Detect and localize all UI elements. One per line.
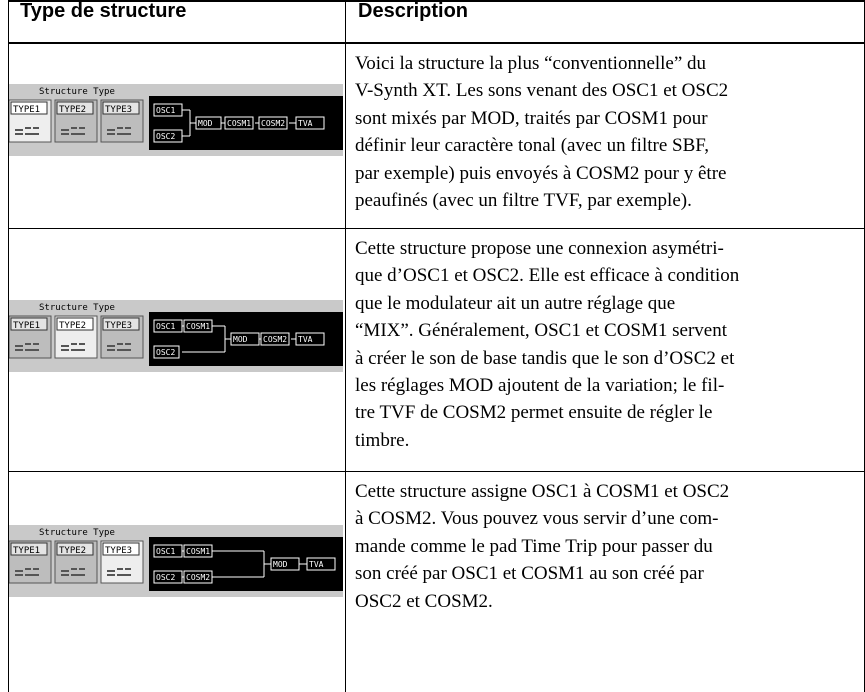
tab-title (56, 317, 94, 331)
block (183, 544, 213, 558)
icon (107, 568, 131, 576)
label: Structure Type (39, 303, 115, 313)
description: Voici la structure la plus “conventionne… (355, 50, 728, 214)
text-line: tre TVF de COSM2 permet ensuite de régle… (355, 402, 713, 424)
description: Cette structure assigne OSC1 à COSM1 et … (355, 478, 729, 615)
block (260, 332, 290, 346)
block (295, 332, 325, 346)
block (153, 103, 183, 117)
text-line: à COSM2. Vous pouvez vous servir d’une c… (355, 508, 719, 530)
block (306, 557, 336, 571)
icon (61, 568, 85, 576)
tab-label: TYPE1 (13, 105, 40, 115)
block (183, 570, 213, 584)
tab-label: TYPE3 (105, 321, 132, 331)
icon (107, 127, 131, 135)
icon (15, 568, 39, 576)
icon (15, 343, 39, 351)
text-line: peaufinés (avec un filtre TVF, par exemp… (355, 190, 692, 212)
block-label: MOD (233, 335, 248, 344)
block-label: COSM2 (261, 119, 285, 128)
block-label: COSM2 (186, 573, 210, 582)
text-line: V-Synth XT. Les sons venant des OSC1 et … (355, 80, 729, 102)
block-label: TVA (298, 335, 313, 344)
header-cell: Type de structure (20, 0, 187, 22)
text-line: définir leur caractère tonal (avec un fi… (355, 135, 710, 157)
rule (8, 42, 865, 44)
tab-title (102, 317, 140, 331)
block-label: OSC2 (156, 348, 175, 357)
block-label: MOD (198, 119, 213, 128)
structure-image: Structure Type TYPE1 TYPE2 TYPE3 OSC1 COSM1 OS… (9, 300, 343, 372)
text-line: OSC2 et COSM2. (355, 590, 493, 612)
tab-label: TYPE2 (59, 546, 86, 556)
block (153, 570, 183, 584)
rule (8, 0, 865, 2)
text-line: les réglages MOD ajoutent de la variatio… (355, 375, 725, 397)
header-cell: Description (358, 0, 469, 22)
tab-label: TYPE3 (105, 546, 132, 556)
text-line: “MIX”. Généralement, OSC1 et COSM1 serve… (355, 320, 728, 342)
tab-label: TYPE1 (13, 546, 40, 556)
block-label: OSC1 (156, 322, 175, 331)
tab-title (56, 101, 94, 115)
block-label: TVA (298, 119, 313, 128)
tab-label: TYPE3 (105, 105, 132, 115)
icon (107, 343, 131, 351)
tab-label: TYPE2 (59, 321, 86, 331)
rule (345, 0, 346, 692)
icon (61, 343, 85, 351)
rule (8, 228, 865, 229)
block-label: TVA (309, 560, 324, 569)
structure-image: Structure Type TYPE1 TYPE2 TYPE3 OSC1 COSM1 OS… (9, 525, 343, 597)
icon (61, 127, 85, 135)
text-line: que d’OSC1 et OSC2. Elle est efficace à … (355, 265, 740, 287)
tab-label: TYPE1 (13, 321, 40, 331)
text-line: Voici la structure la plus “conventionne… (355, 53, 707, 74)
text-line: son créé par OSC1 et COSM1 au son créé p… (355, 563, 704, 585)
label: Structure Type (39, 87, 115, 97)
block-label: COSM1 (186, 322, 210, 331)
tab-title (56, 542, 94, 556)
tab-title (102, 101, 140, 115)
icon (15, 127, 39, 135)
text-line: Cette structure assigne OSC1 à COSM1 et … (355, 481, 730, 502)
text-line: par exemple) puis envoyés à COSM2 pour y… (355, 162, 727, 184)
text-line: que le modulateur ait un autre réglage q… (355, 292, 676, 314)
block (270, 557, 300, 571)
block (224, 116, 254, 130)
text-line: Cette structure propose une connexion as… (355, 238, 724, 259)
block-label: OSC1 (156, 106, 175, 115)
tab-title (10, 101, 48, 115)
rule (8, 471, 865, 472)
block (230, 332, 260, 346)
block (258, 116, 288, 130)
block (153, 544, 183, 558)
block-label: OSC1 (156, 547, 175, 556)
description: Cette structure propose une connexion as… (355, 235, 739, 454)
text-line: sont mixés par MOD, traités par COSM1 po… (355, 107, 708, 129)
block (153, 319, 183, 333)
block-label: OSC2 (156, 573, 175, 582)
block (195, 116, 222, 130)
block (153, 345, 180, 359)
block (295, 116, 325, 130)
text-line: timbre. (355, 429, 410, 451)
structure-image: Structure Type TYPE1 TYPE2 TYPE3 OSC1 OSC2 MOD… (9, 84, 343, 156)
tab-title (10, 542, 48, 556)
block (153, 129, 183, 143)
tab-label: TYPE2 (59, 105, 86, 115)
text-line: à créer le son de base tandis que le son… (355, 347, 735, 369)
label: Structure Type (39, 528, 115, 538)
block-label: COSM1 (227, 119, 251, 128)
block-label: COSM2 (263, 335, 287, 344)
block-label: MOD (273, 560, 288, 569)
text-line: mande comme le pad Time Trip pour passer… (355, 535, 713, 557)
block (183, 319, 213, 333)
tab-title (10, 317, 48, 331)
tab-title (102, 542, 140, 556)
block-label: OSC2 (156, 132, 175, 141)
block-label: COSM1 (186, 547, 210, 556)
